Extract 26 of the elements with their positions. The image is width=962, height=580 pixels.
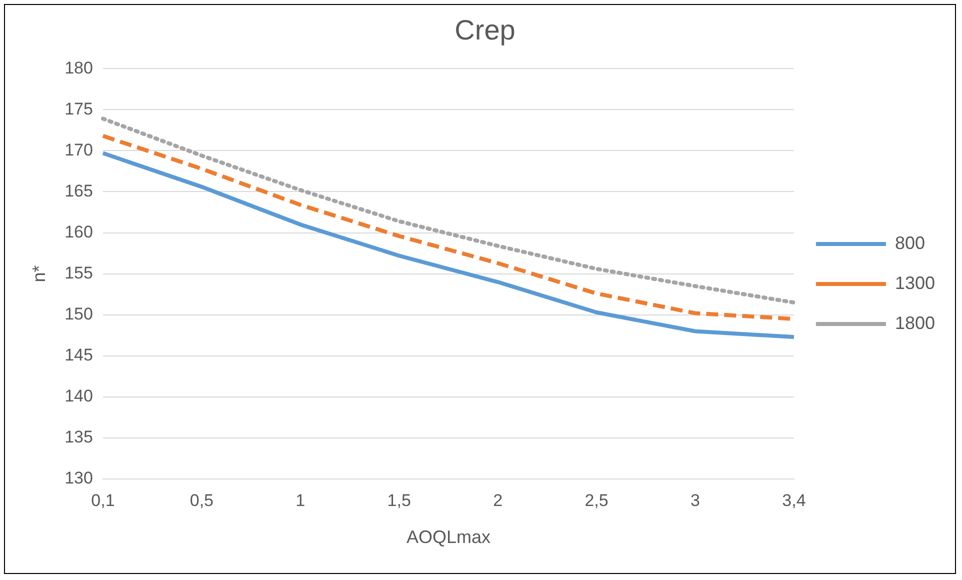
y-tick-label: 170: [64, 140, 93, 160]
y-tick-label: 145: [64, 346, 93, 365]
legend-label: 1800: [894, 312, 936, 333]
y-tick-label: 130: [64, 468, 93, 488]
y-tick-label: 150: [64, 304, 93, 324]
y-tick-label: 165: [64, 181, 93, 200]
y-tick-label: 175: [64, 99, 93, 118]
x-tick-label: 1,5: [387, 490, 411, 510]
x-tick-label: 1: [296, 490, 306, 510]
y-tick-label: 155: [64, 263, 93, 282]
x-tick-label: 3: [690, 490, 700, 510]
x-axis-title: AOQLmax: [406, 527, 490, 548]
chart-title: Crep: [454, 14, 516, 46]
y-tick-label: 140: [64, 386, 93, 406]
line-series: [100, 116, 796, 305]
y-tick-label: 180: [64, 58, 93, 78]
y-tick-label: 135: [64, 428, 93, 447]
y-axis-title: n*: [28, 265, 49, 282]
x-tick-label: 3,4: [782, 490, 806, 510]
legend-label: 1300: [894, 272, 936, 293]
legend-label: 800: [894, 232, 926, 253]
x-tick-label: 2,5: [584, 490, 608, 510]
x-tick-label: 0,1: [91, 490, 115, 510]
x-tick-label: 2: [493, 490, 503, 510]
x-tick-label: 0,5: [190, 490, 214, 510]
y-tick-label: 160: [64, 222, 93, 242]
